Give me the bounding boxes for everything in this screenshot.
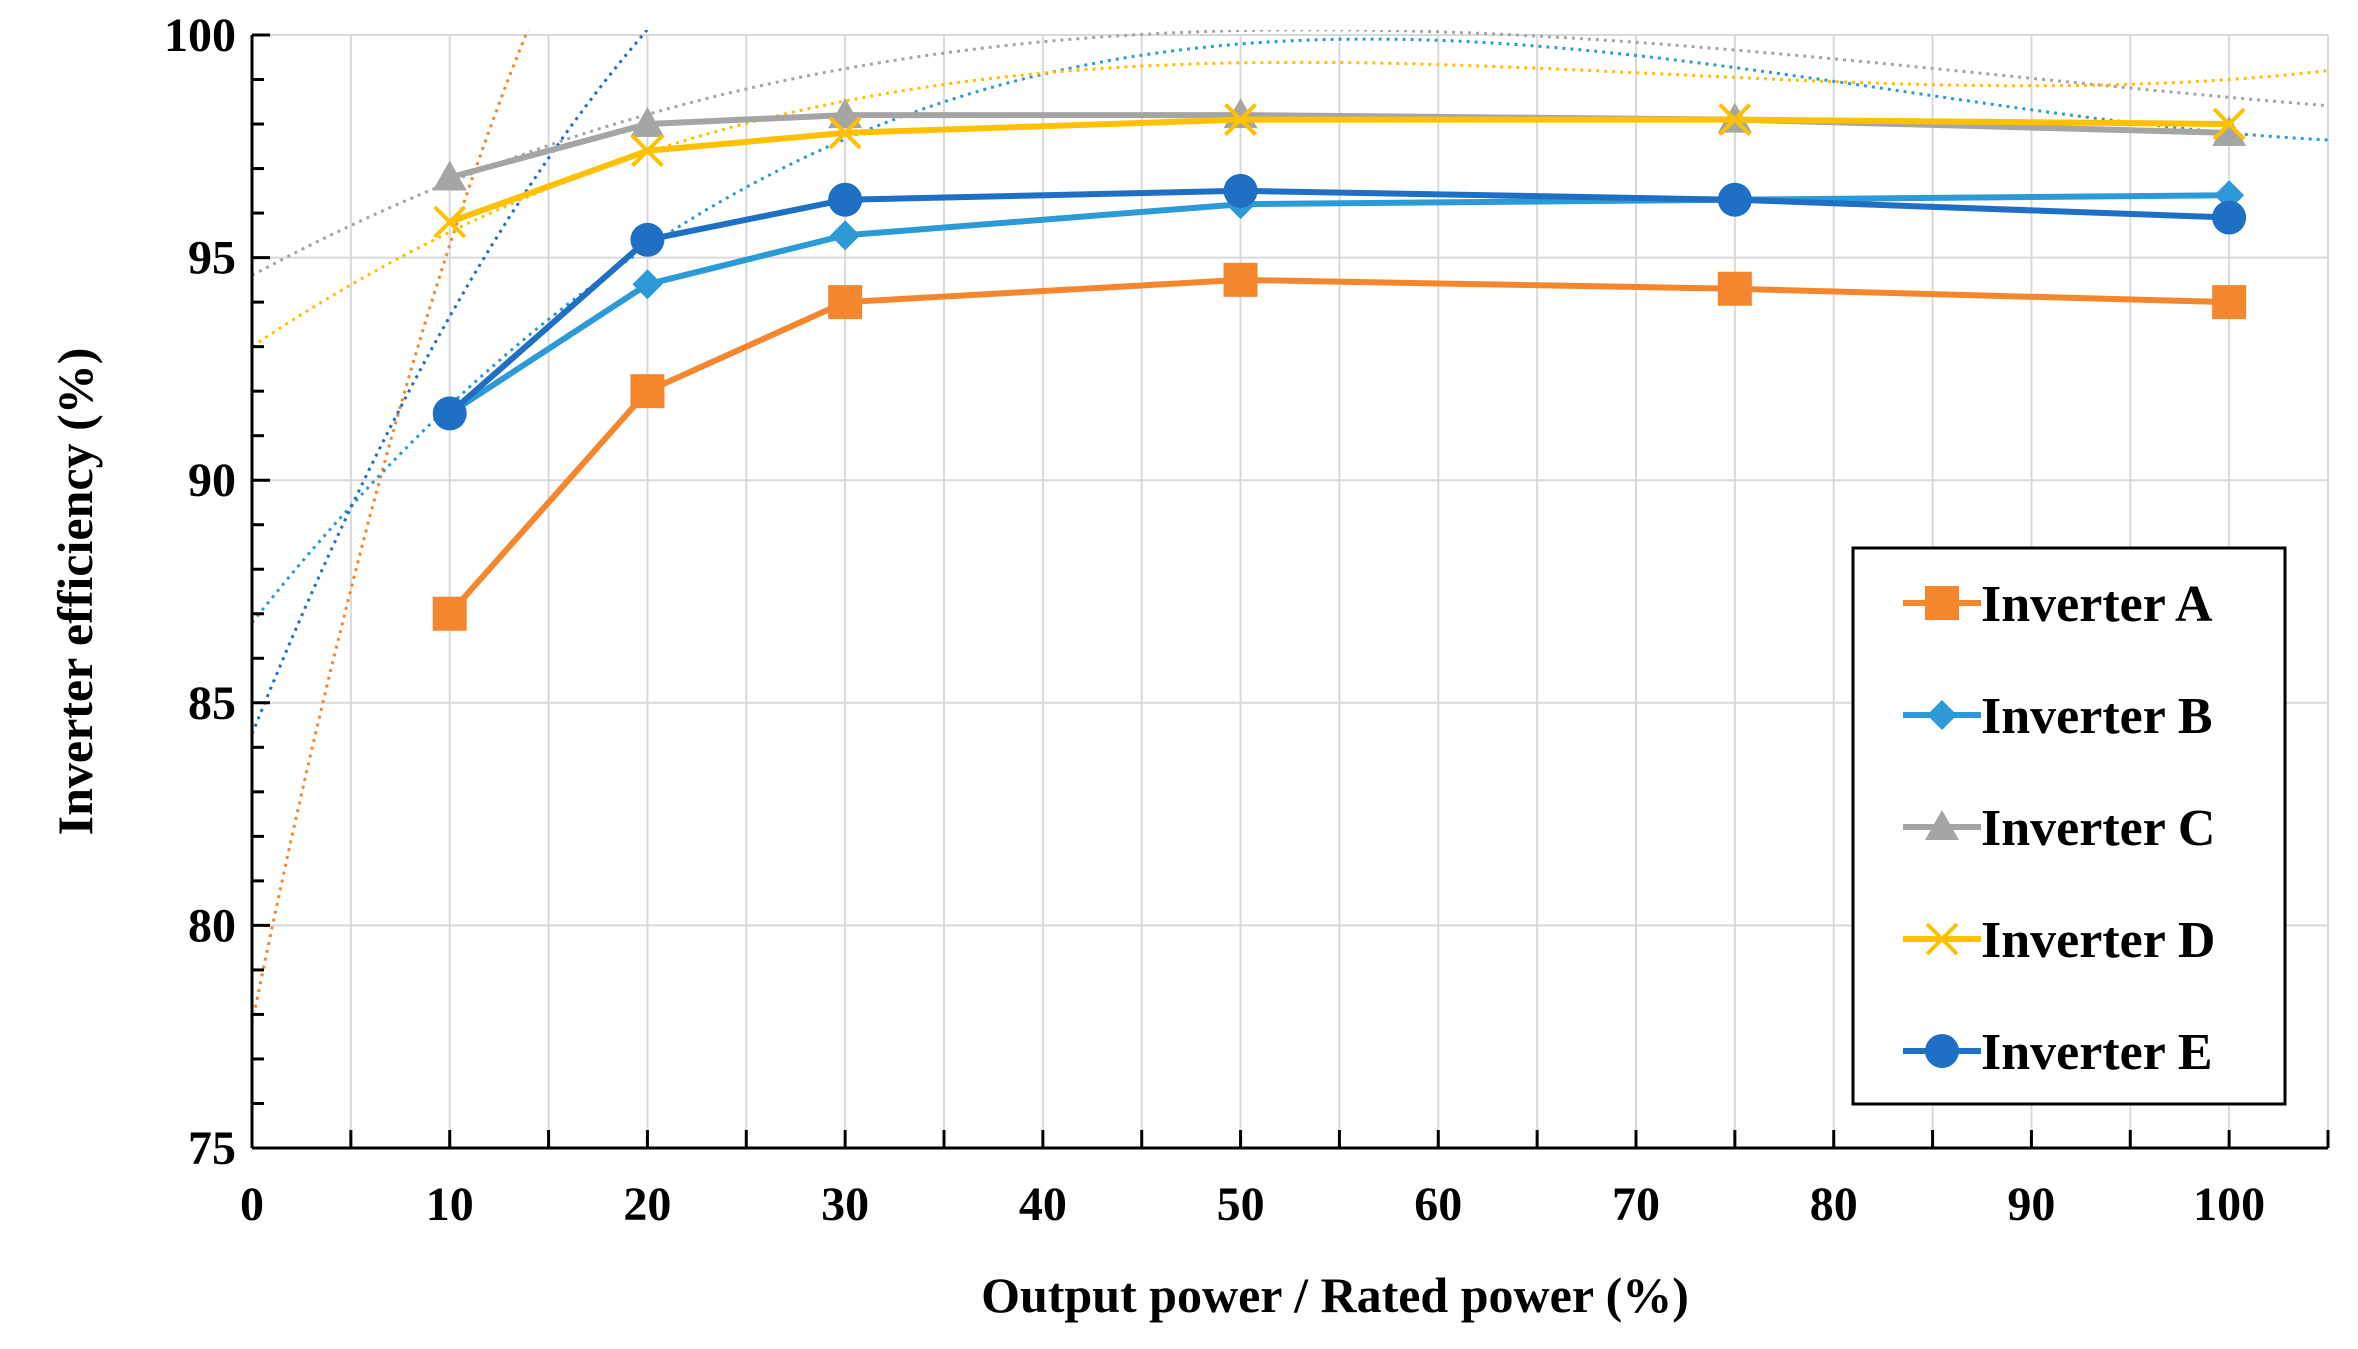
y-axis-title: Inverter efficiency (%) bbox=[47, 348, 103, 836]
x-tick-label: 70 bbox=[1612, 1178, 1660, 1231]
data-point-inverter-d bbox=[1224, 103, 1257, 137]
y-tick-label: 85 bbox=[188, 677, 236, 730]
series-line-inverter-e bbox=[447, 187, 2230, 416]
trendline-inverter-c bbox=[252, 30, 2328, 277]
y-tick-label: 75 bbox=[188, 1122, 236, 1175]
x-tick-label: 90 bbox=[2007, 1178, 2055, 1231]
data-point-inverter-c bbox=[630, 107, 665, 138]
x-tick-label: 100 bbox=[2193, 1178, 2265, 1231]
data-point-inverter-e bbox=[1717, 182, 1752, 217]
data-point-inverter-e bbox=[2212, 200, 2247, 235]
data-point-inverter-a bbox=[828, 285, 863, 320]
legend-item-inverter-d: Inverter D bbox=[1903, 912, 2215, 969]
data-point-inverter-c bbox=[2212, 115, 2247, 146]
data-point-inverter-b bbox=[830, 220, 861, 251]
x-tick-label: 30 bbox=[821, 1178, 869, 1231]
data-point-inverter-a bbox=[2212, 285, 2247, 320]
series-inverter-a bbox=[432, 262, 2247, 631]
data-point-inverter-c bbox=[828, 98, 863, 129]
legend-item-inverter-e: Inverter E bbox=[1903, 1024, 2213, 1081]
data-point-inverter-d bbox=[433, 205, 467, 239]
data-point-inverter-d bbox=[2212, 107, 2246, 141]
legend-label-inverter-b: Inverter B bbox=[1981, 688, 2213, 745]
x-tick-label: 50 bbox=[1217, 1178, 1265, 1231]
legend-label-inverter-e: Inverter E bbox=[1981, 1024, 2213, 1081]
series-inverter-d bbox=[433, 103, 2246, 239]
legend-marker-inverter-e bbox=[1925, 1034, 1959, 1068]
legend: Inverter A Inverter B Inverter C Inverter D… bbox=[1851, 546, 2287, 1106]
data-point-inverter-a bbox=[432, 596, 467, 631]
data-point-inverter-a bbox=[630, 374, 665, 409]
y-tick-label: 100 bbox=[164, 9, 236, 62]
series-line-inverter-b bbox=[448, 192, 2230, 416]
data-point-inverter-a bbox=[1223, 262, 1258, 297]
legend-label-inverter-c: Inverter C bbox=[1981, 800, 2215, 857]
x-tick-label: 10 bbox=[426, 1178, 474, 1231]
series-inverter-e bbox=[432, 173, 2247, 431]
legend-item-inverter-b: Inverter B bbox=[1903, 688, 2213, 745]
data-point-inverter-e bbox=[828, 182, 863, 217]
series-line-inverter-d bbox=[448, 116, 2230, 225]
y-tick-label: 95 bbox=[188, 232, 236, 285]
trendlines bbox=[252, 30, 2328, 1024]
axes: 75 80 85 90 95 100 0 10 20 30 40 50 60 70 80 90 100 bbox=[164, 9, 2330, 1231]
x-tick-label: 80 bbox=[1810, 1178, 1858, 1231]
legend-marker-inverter-a bbox=[1925, 586, 1959, 620]
legend-label-inverter-a: Inverter A bbox=[1981, 576, 2213, 633]
data-point-inverter-e bbox=[432, 396, 467, 431]
legend-item-inverter-a: Inverter A bbox=[1903, 576, 2213, 633]
x-tick-label: 60 bbox=[1414, 1178, 1462, 1231]
x-tick-label: 40 bbox=[1019, 1178, 1067, 1231]
data-point-inverter-e bbox=[1223, 173, 1258, 208]
data-point-inverter-e bbox=[630, 222, 665, 257]
legend-label-inverter-d: Inverter D bbox=[1981, 912, 2215, 969]
data-point-inverter-d bbox=[1718, 103, 1752, 137]
data-point-inverter-c bbox=[432, 160, 467, 191]
x-tick-label: 20 bbox=[623, 1178, 671, 1231]
data-point-inverter-d bbox=[828, 116, 862, 150]
legend-item-inverter-c: Inverter C bbox=[1903, 800, 2215, 857]
series-line-inverter-a bbox=[447, 276, 2230, 616]
series-group bbox=[432, 98, 2247, 631]
trendline-inverter-d bbox=[252, 60, 2328, 348]
data-point-inverter-d bbox=[631, 134, 664, 168]
y-tick-label: 90 bbox=[188, 454, 236, 507]
legend-marker-inverter-c bbox=[1925, 810, 1959, 840]
data-point-inverter-b bbox=[632, 269, 663, 300]
legend-marker-inverter-d bbox=[1925, 922, 1959, 956]
x-axis-title: Output power / Rated power (%) bbox=[981, 1267, 1689, 1323]
data-point-inverter-a bbox=[1717, 271, 1752, 306]
y-tick-label: 80 bbox=[188, 899, 236, 952]
x-tick-label: 0 bbox=[240, 1178, 264, 1231]
legend-marker-inverter-b bbox=[1927, 700, 1957, 730]
